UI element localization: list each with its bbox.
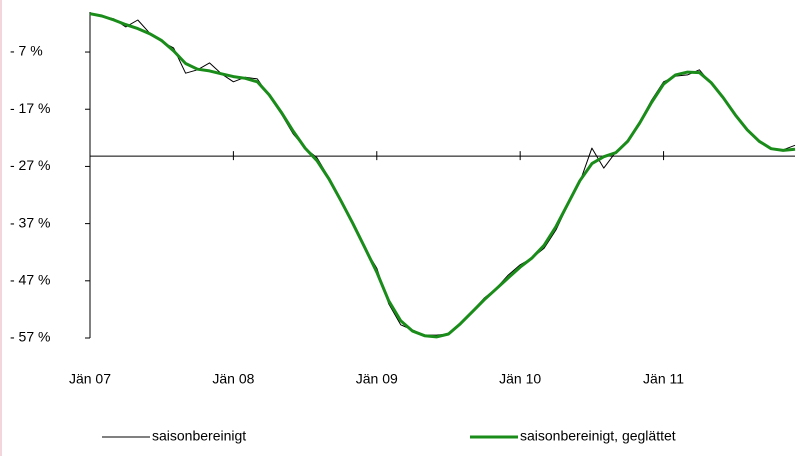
x-tick-label: Jän 07 bbox=[69, 371, 111, 387]
y-tick-label: - 47 % bbox=[10, 272, 50, 288]
x-tick-label: Jän 10 bbox=[499, 371, 541, 387]
series-line bbox=[89, 13, 796, 336]
y-tick-label: - 27 % bbox=[10, 157, 50, 173]
y-tick-label: - 57 % bbox=[10, 329, 50, 345]
legend-label: saisonbereinigt, geglättet bbox=[520, 428, 676, 444]
x-tick-label: Jän 09 bbox=[356, 371, 398, 387]
legend-label: saisonbereinigt bbox=[152, 428, 246, 444]
series-line bbox=[89, 12, 796, 339]
x-tick-label: Jän 11 bbox=[643, 371, 684, 387]
y-tick-label: - 17 % bbox=[10, 100, 50, 116]
x-tick-label: Jän 08 bbox=[212, 371, 254, 387]
y-tick-label: - 37 % bbox=[10, 214, 50, 230]
y-tick-label: - 7 % bbox=[10, 43, 43, 59]
